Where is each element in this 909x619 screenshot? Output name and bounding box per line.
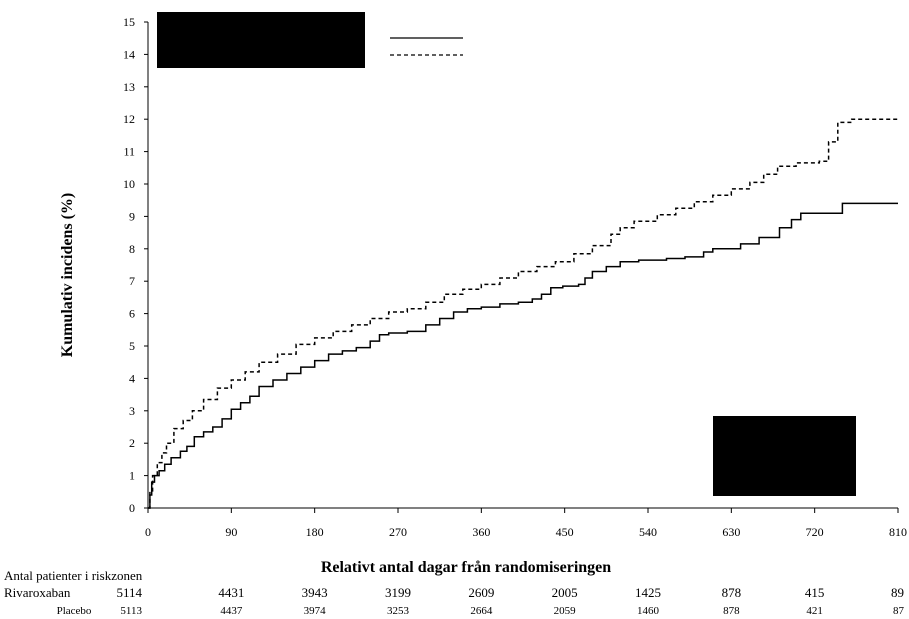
y-tick-label: 14 [123,47,135,61]
y-tick-label: 3 [129,404,135,418]
risk-value: 3943 [302,585,328,600]
risk-table-header: Antal patienter i riskzonen [4,568,143,583]
risk-value: 1460 [637,605,660,617]
y-tick-label: 11 [123,145,135,159]
y-tick-label: 8 [129,242,135,256]
y-tick-label: 10 [123,177,135,191]
x-tick-label: 810 [889,525,907,539]
risk-table-values: 5114 4431 3943 3199 2609 2005 1425 878 415 89 5113… [116,585,904,617]
y-tick-label: 15 [123,15,135,29]
risk-value: 5113 [120,605,142,617]
series-layer [148,118,898,509]
risk-value: 1425 [635,585,661,600]
x-tick-label: 540 [639,525,657,539]
risk-row-label-rivaroxaban: Rivaroxaban [4,585,71,600]
risk-value: 4437 [220,605,243,617]
y-tick-label: 5 [129,339,135,353]
y-tick-label: 0 [129,501,135,515]
y-tick-label: 9 [129,209,135,223]
y-tick-label: 2 [129,436,135,450]
risk-value: 3199 [385,585,411,600]
y-axis-title: Kumulativ incidens (%) [59,193,76,357]
y-tick-label: 1 [129,469,135,483]
risk-value: 415 [805,585,825,600]
x-tick-label: 450 [556,525,574,539]
x-tick-label: 630 [722,525,740,539]
series-line-solid [148,202,898,509]
risk-value: 3974 [304,605,327,617]
risk-value: 2609 [468,585,494,600]
risk-value: 878 [723,605,740,617]
risk-value: 89 [891,585,904,600]
risk-row-label-placebo: Placebo [57,605,92,617]
x-tick-label: 270 [389,525,407,539]
risk-value: 878 [722,585,742,600]
y-tick-label: 4 [129,371,135,385]
x-tick-label: 90 [225,525,237,539]
x-tick-label: 180 [306,525,324,539]
annotation-redaction-box [713,416,856,496]
risk-value: 421 [806,605,823,617]
risk-value: 4431 [218,585,244,600]
x-axis-title: Relativt antal dagar från randomiseringe… [321,559,611,576]
x-tick-label: 360 [472,525,490,539]
y-tick-label: 7 [129,274,135,288]
y-tick-label: 6 [129,307,135,321]
risk-value: 2005 [552,585,578,600]
risk-value: 5114 [116,585,142,600]
x-axis: 0 90 180 270 360 450 540 630 720 810 [145,507,907,539]
x-tick-label: 720 [806,525,824,539]
risk-value: 87 [893,605,905,617]
y-tick-label: 12 [123,112,135,126]
legend-redaction-box [157,12,365,68]
risk-value: 2059 [554,605,577,617]
risk-value: 3253 [387,605,410,617]
y-tick-label: 13 [123,80,135,94]
risk-value: 2664 [470,605,493,617]
x-tick-label: 0 [145,525,151,539]
